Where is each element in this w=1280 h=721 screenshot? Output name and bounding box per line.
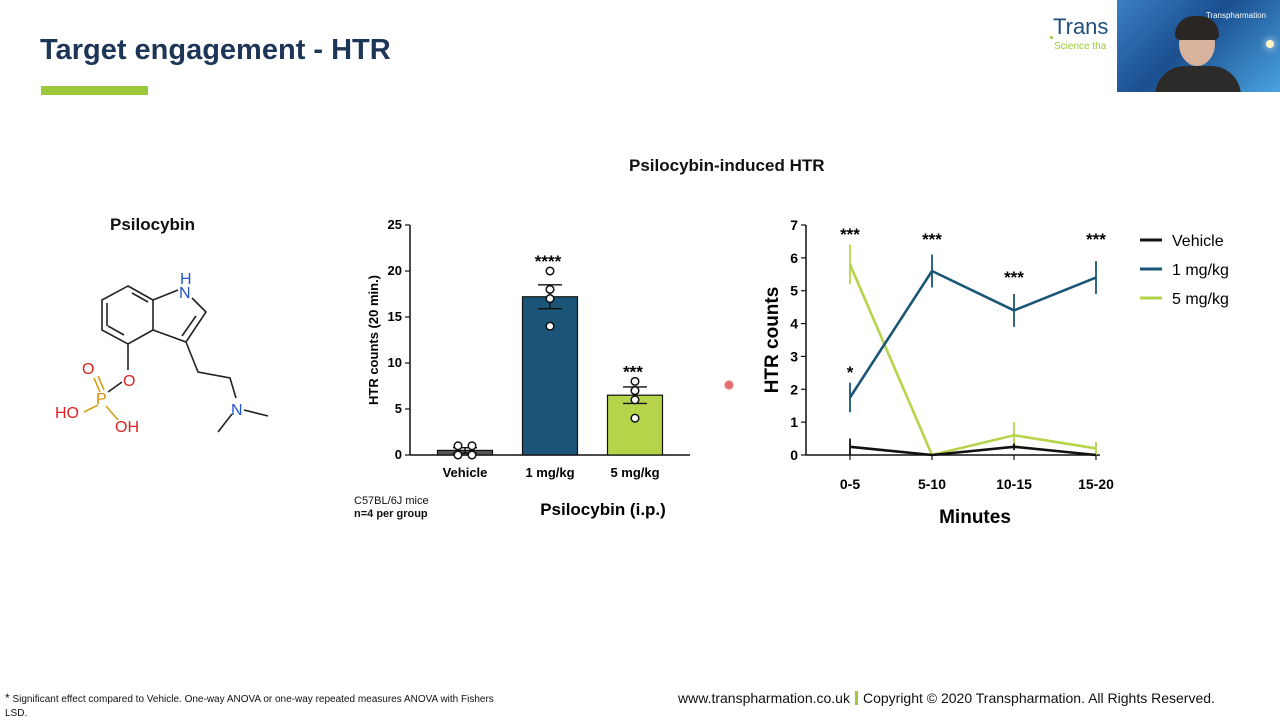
atom-double-o: O [82,361,94,378]
atom-ho: HO [55,405,79,422]
laser-pointer [724,380,734,390]
line-y-tick-label: 2 [790,381,798,397]
bar-chart: 0 5 10 15 20 25 HTR counts (20 min.) Psilocybin… [366,217,690,519]
psilocybin-structure: H N O O P HO OH N [55,271,269,436]
legend-label-1-mg-kg: 1 mg/kg [1172,262,1229,279]
logo-tagline: Science tha [1054,41,1107,52]
logo-wordmark: Trans [1053,14,1109,39]
atom-amine-n: N [231,402,243,419]
line-significance: *** [922,230,942,249]
logo-dot [1050,36,1053,39]
line-x-tick-label: 5-10 [918,476,946,492]
bar-data-point [545,284,555,294]
study-note: C57BL/6J mice n=4 per group [354,495,429,521]
bar-1-mg-kg [521,296,579,456]
title-underline [41,86,148,95]
study-strain: C57BL/6J mice [354,495,429,507]
footer-separator [854,691,858,705]
bar-category-label: 1 mg/kg [525,465,574,480]
series-line-1-mg-kg [848,269,1097,399]
bar-data-point [630,386,640,396]
bar-significance: *** [623,362,643,381]
line-y-tick-label: 5 [790,283,798,299]
webcam-brand-text: Transpharmation [1205,11,1266,20]
bar-y-tick-label: 10 [388,355,402,370]
line-y-tick-label: 6 [790,250,798,266]
atom-oh: OH [115,419,139,436]
bar-data-point [453,441,463,451]
line-significance: *** [840,225,860,244]
footer-copyright: Copyright © 2020 Transpharmation. All Ri… [862,690,1215,706]
atom-p: P [96,391,107,408]
bar-category-label: 5 mg/kg [610,465,659,480]
line-y-tick-label: 0 [790,447,798,463]
presenter-body [1155,66,1241,92]
bar-y-tick-label: 0 [395,447,402,462]
atom-nh-n: N [179,285,191,302]
line-y-tick-label: 3 [790,348,798,364]
molecule-name: Psilocybin [110,215,196,234]
bar-y-tick-label: 5 [395,401,402,416]
footer: www.transpharmation.co.uk Copyright © 202… [678,690,1215,706]
study-group-size: n=4 per group [354,508,428,520]
series-line-vehicle [849,445,1097,457]
legend-label-5-mg-kg: 5 mg/kg [1172,291,1229,308]
bar-data-point [453,450,463,460]
legend-label-vehicle: Vehicle [1172,233,1224,250]
line-significance: *** [1004,268,1024,287]
bar-y-tick-label: 20 [388,263,402,278]
footer-website[interactable]: www.transpharmation.co.uk [678,690,850,706]
presenter-webcam: Transpharmation [1117,0,1280,92]
bar-data-point [545,321,555,331]
bar-category-label: Vehicle [443,465,488,480]
bar-y-tick-label: 25 [388,217,402,232]
footnote-text: Significant effect compared to Vehicle. … [5,694,494,719]
bar-data-point [545,294,555,304]
bar-y-tick-label: 15 [388,309,402,324]
atom-ring-o: O [123,373,135,390]
line-x-axis-label: Minutes [939,507,1011,528]
company-logo: Trans Science tha [1050,14,1118,58]
line-x-tick-label: 0-5 [840,476,860,492]
line-y-tick-label: 1 [790,414,798,430]
bar-significance: **** [535,252,562,271]
line-y-axis-label: HTR counts [762,287,783,394]
line-y-tick-label: 7 [790,217,798,233]
bar-data-point [630,395,640,405]
webcam-light [1266,40,1274,48]
bar-data-point [467,450,477,460]
footnote-star: * [5,691,10,705]
line-significance-1mg: * [847,363,854,382]
atom-nh-h: H [180,271,192,288]
section-title: Psilocybin-induced HTR [629,156,825,175]
line-chart: 0 1 2 3 4 5 6 7 HTR counts Minutes 0-5 5-10 10-15 15-… [762,217,1229,528]
bar-data-point [630,413,640,423]
line-x-tick-label: 15-20 [1078,476,1114,492]
bar-y-axis-label: HTR counts (20 min.) [366,275,381,405]
line-x-tick-label: 10-15 [996,476,1032,492]
line-y-tick-label: 4 [790,316,798,332]
bar-data-point [545,266,555,276]
line-significance: *** [1086,230,1106,249]
series-line-5-mg-kg [848,263,1097,457]
bar-data-point [630,376,640,386]
footnote: * Significant effect compared to Vehicle… [5,691,505,721]
presenter-hair [1175,16,1219,40]
bar-x-axis-label: Psilocybin (i.p.) [540,500,666,519]
slide-title: Target engagement - HTR [40,34,391,66]
bar-data-point [467,441,477,451]
